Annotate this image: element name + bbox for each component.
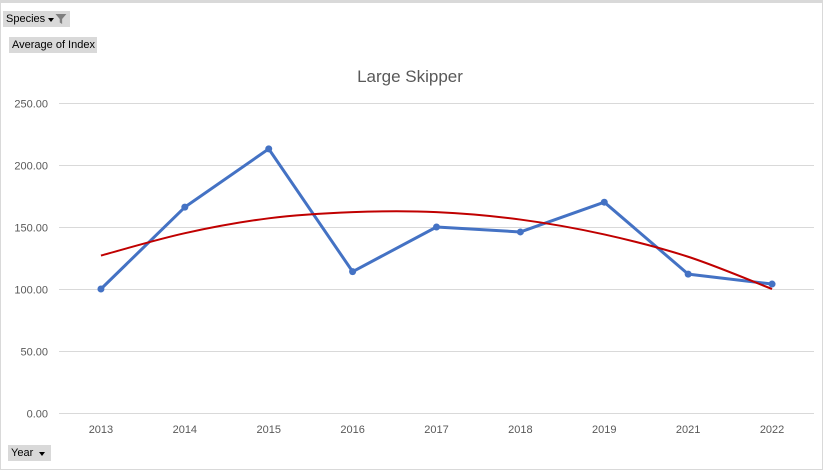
data-point — [768, 280, 776, 288]
y-tick-label: 200.00 — [14, 161, 48, 173]
data-point — [349, 268, 357, 276]
y-tick-label: 0.00 — [27, 409, 48, 421]
average-of-index-button[interactable]: Average of Index — [9, 37, 97, 53]
chevron-down-icon — [48, 18, 55, 22]
y-tick-label: 100.00 — [14, 285, 48, 297]
data-point — [97, 285, 105, 293]
x-tick-label: 2019 — [592, 424, 616, 436]
y-axis-ticks: 0.00 50.00 100.00 150.00 200.00 250.00 — [14, 99, 48, 421]
chart-title: Large Skipper — [357, 67, 463, 86]
trendline — [100, 210, 773, 290]
data-point — [433, 223, 440, 231]
data-point — [600, 198, 608, 206]
x-tick-label: 2018 — [508, 424, 532, 436]
trendline-path — [100, 210, 773, 290]
species-filter-label: Species — [6, 13, 46, 25]
values-field-label: Average of Index — [12, 39, 95, 51]
data-point — [516, 228, 524, 236]
year-field-button[interactable]: Year — [8, 445, 51, 461]
data-point — [181, 203, 189, 211]
x-tick-label: 2017 — [424, 424, 448, 436]
filter-icon — [55, 14, 67, 24]
series-line-path — [99, 147, 774, 291]
data-point — [265, 145, 273, 153]
x-tick-label: 2013 — [89, 424, 113, 436]
chevron-down-icon — [39, 452, 46, 456]
series-markers — [97, 145, 776, 293]
series-line — [99, 147, 774, 291]
x-tick-label: 2014 — [173, 424, 197, 436]
data-point — [684, 270, 692, 278]
y-tick-label: 250.00 — [14, 99, 48, 111]
x-tick-label: 2021 — [676, 424, 700, 436]
x-tick-label: 2016 — [340, 424, 364, 436]
species-filter-button[interactable]: Species — [3, 11, 70, 27]
gridlines — [59, 103, 814, 414]
x-tick-label: 2022 — [760, 424, 784, 436]
year-field-label: Year — [11, 447, 34, 459]
y-tick-label: 150.00 — [14, 223, 48, 235]
y-tick-label: 50.00 — [20, 347, 48, 359]
x-axis-ticks: 2013 2014 2015 2016 2017 2018 2019 2021 2022 — [89, 424, 785, 436]
x-tick-label: 2015 — [256, 424, 280, 436]
